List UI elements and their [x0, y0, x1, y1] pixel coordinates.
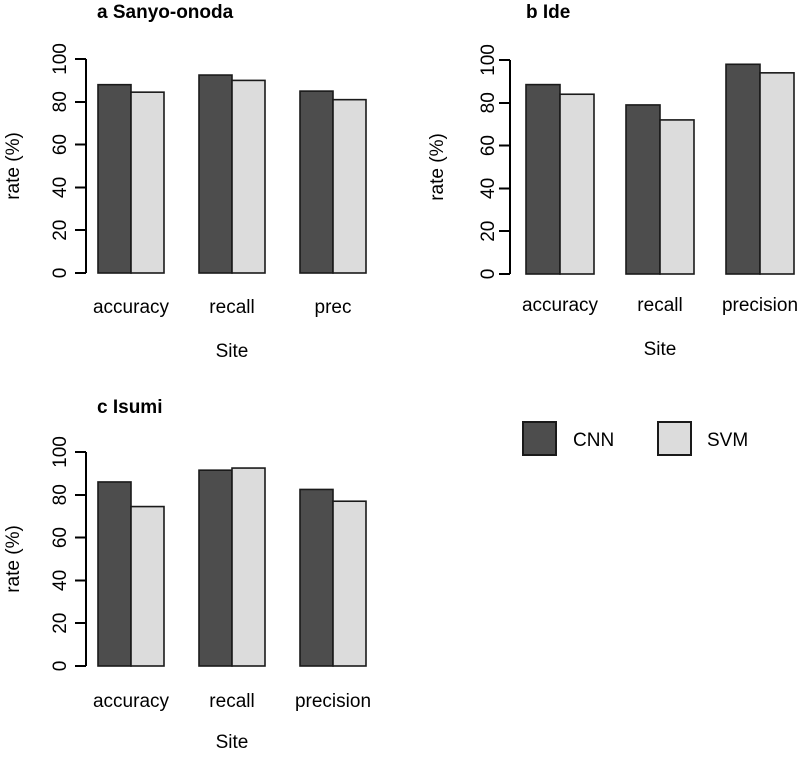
y-axis-title: rate (%) — [3, 525, 24, 593]
x-tick-label: accuracy — [93, 297, 170, 318]
y-tick-label: 100 — [478, 44, 499, 76]
chart-panel-isumi: accuracy recall precision 0 20 40 60 80 100 rate … — [3, 397, 371, 753]
y-tick-label: 60 — [50, 527, 71, 548]
bar-cnn-accuracy — [97, 83, 132, 274]
x-tick-label: recall — [637, 295, 682, 316]
x-tick-label: accuracy — [93, 691, 170, 712]
legend-label-cnn: CNN — [573, 430, 614, 451]
chart-title: b Ide — [526, 2, 570, 23]
bar-svm-precision — [759, 72, 795, 275]
bar-cnn-accuracy — [525, 83, 561, 275]
y-tick-label: 0 — [50, 661, 71, 672]
bar-cnn-recall — [198, 469, 233, 667]
legend: CNN SVM — [522, 421, 748, 456]
chart-panel-ide: accuracy recall precision 0 20 40 60 80 100 rate … — [427, 2, 797, 360]
bar-cnn-accuracy — [97, 481, 132, 667]
bar-cnn-precision — [299, 488, 334, 667]
bar-svm-precision — [332, 500, 367, 667]
y-tick-label: 80 — [50, 91, 71, 112]
bar-svm-accuracy — [559, 93, 595, 275]
x-tick-label: prec — [315, 297, 352, 318]
x-tick-label: recall — [209, 297, 254, 318]
y-tick-label: 80 — [478, 92, 499, 113]
cnn-swatch — [522, 421, 557, 456]
legend-item-svm: SVM — [657, 421, 748, 456]
y-axis-title: rate (%) — [427, 133, 448, 201]
y-axis-title: rate (%) — [3, 132, 24, 200]
x-axis-title: Site — [216, 732, 249, 753]
bar-svm-recall — [231, 467, 266, 667]
svm-swatch — [657, 421, 692, 456]
y-tick-label: 60 — [478, 135, 499, 156]
x-tick-label: recall — [209, 691, 254, 712]
bar-svm-prec — [332, 98, 367, 274]
y-tick-label: 20 — [478, 221, 499, 242]
y-tick-label: 20 — [50, 613, 71, 634]
y-tick-label: 60 — [50, 134, 71, 155]
x-tick-label: precision — [722, 295, 797, 316]
bar-cnn-recall — [625, 104, 661, 275]
chart-panel-sanyo-onoda: accuracy recall prec 0 20 40 60 80 100 rate (%) Si… — [3, 2, 367, 362]
x-axis-title: Site — [216, 341, 249, 362]
bar-cnn-prec — [299, 90, 334, 274]
chart-title: c Isumi — [97, 397, 162, 418]
bar-svm-accuracy — [130, 505, 165, 667]
bar-cnn-recall — [198, 74, 233, 274]
chart-title: a Sanyo-onoda — [97, 2, 234, 23]
x-tick-label: accuracy — [522, 295, 599, 316]
y-tick-label: 40 — [50, 177, 71, 198]
bar-svm-recall — [659, 119, 695, 275]
y-tick-label: 0 — [50, 268, 71, 279]
y-tick-label: 20 — [50, 220, 71, 241]
x-tick-label: precision — [295, 691, 371, 712]
bar-cnn-precision — [725, 63, 761, 275]
bar-svm-recall — [231, 79, 266, 274]
y-tick-label: 100 — [50, 43, 71, 75]
y-tick-label: 0 — [478, 269, 499, 280]
y-tick-label: 40 — [50, 570, 71, 591]
legend-item-cnn: CNN — [522, 421, 614, 456]
legend-label-svm: SVM — [707, 430, 748, 451]
bar-svm-accuracy — [130, 91, 165, 274]
y-tick-label: 80 — [50, 484, 71, 505]
y-tick-label: 40 — [478, 178, 499, 199]
y-tick-label: 100 — [50, 436, 71, 468]
x-axis-title: Site — [644, 339, 677, 360]
